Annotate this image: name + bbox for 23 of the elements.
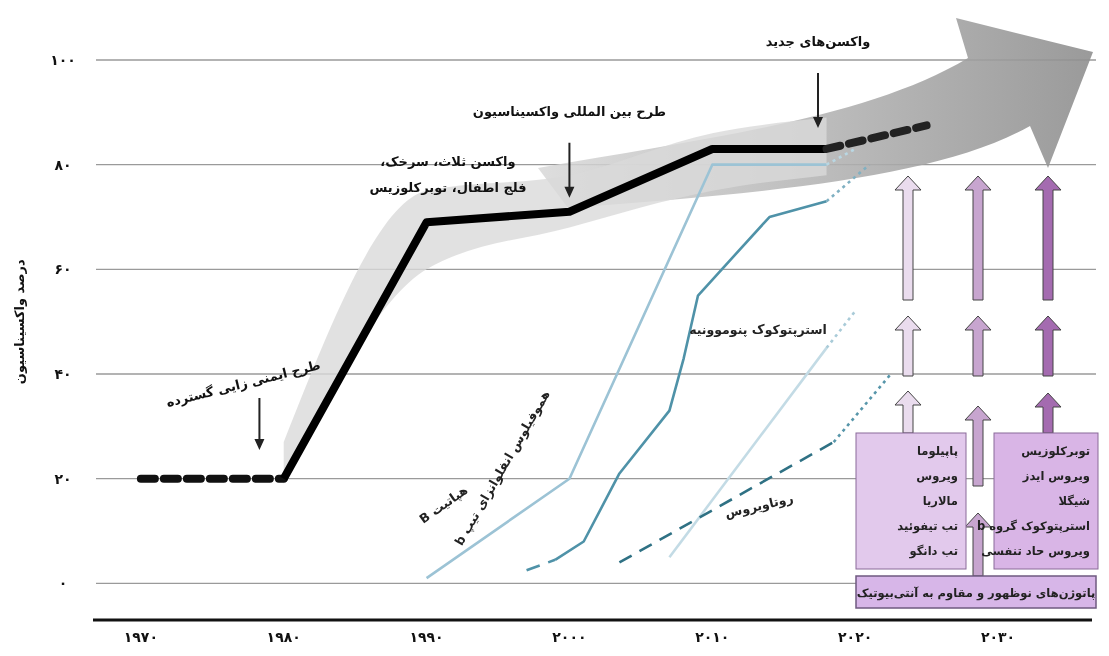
- y-tick-label: ۸۰: [54, 156, 72, 173]
- text: روتاویروس: [723, 490, 795, 521]
- annotation: پاپیلوما ویروس مالاریا تب تیفوئید تب دانگو: [897, 444, 958, 559]
- text: هپاتیت B: [416, 482, 471, 527]
- annotation: واکسن ثلاث، سرخک، فلج اطفال، توبرکلوزیس: [369, 154, 527, 195]
- x-tick-label: ۲۰۰۰: [552, 629, 587, 645]
- x-tick-label: ۱۹۷۰: [123, 629, 158, 645]
- annotation: طرح بین المللی واکسیناسیون: [472, 103, 666, 119]
- x-tick-label: ۲۰۱۰: [695, 629, 730, 645]
- y-tick-label: ۶۰: [54, 261, 72, 278]
- x-tick-label: ۲۰۳۰: [980, 629, 1016, 645]
- x-tick-label: ۱۹۸۰: [266, 629, 301, 645]
- x-tick-label: ۲۰۲۰: [838, 629, 873, 645]
- y-tick-label: ۲۰: [54, 470, 72, 487]
- annotation: طرح ایمنی زایی گسترده: [164, 357, 322, 410]
- y-axis-title: درصد واکسیناسیون: [12, 258, 27, 385]
- annotation: پاتوژن‌های نوظهور و مقاوم به آنتی‌بیوتیک: [856, 586, 1096, 601]
- y-tick-label: ۱۰۰: [50, 52, 76, 68]
- text: واکسن‌های جدید: [765, 34, 871, 50]
- y-tick-label: ۴۰: [54, 366, 72, 383]
- y-tick-label: ۰: [58, 575, 68, 592]
- x-tick-label: ۱۹۹۰: [409, 629, 444, 645]
- annotation: توبرکلوزیس ویروس ایدز شیگلا استرپتوکوک گروه b ویروس حاد تنفسی: [976, 444, 1090, 559]
